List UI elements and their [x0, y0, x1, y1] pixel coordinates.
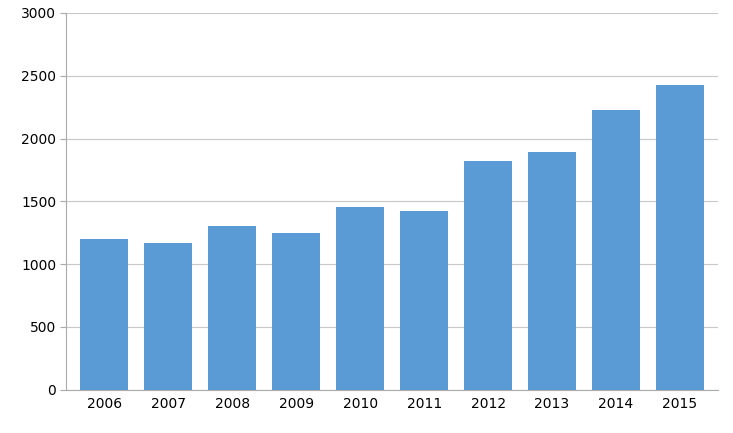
- Bar: [464, 161, 512, 390]
- Bar: [208, 226, 257, 390]
- Bar: [336, 207, 384, 390]
- Bar: [400, 211, 448, 390]
- Bar: [81, 239, 128, 390]
- Bar: [592, 110, 640, 390]
- Bar: [144, 243, 192, 390]
- Bar: [272, 233, 320, 390]
- Bar: [656, 84, 704, 390]
- Bar: [528, 152, 576, 390]
